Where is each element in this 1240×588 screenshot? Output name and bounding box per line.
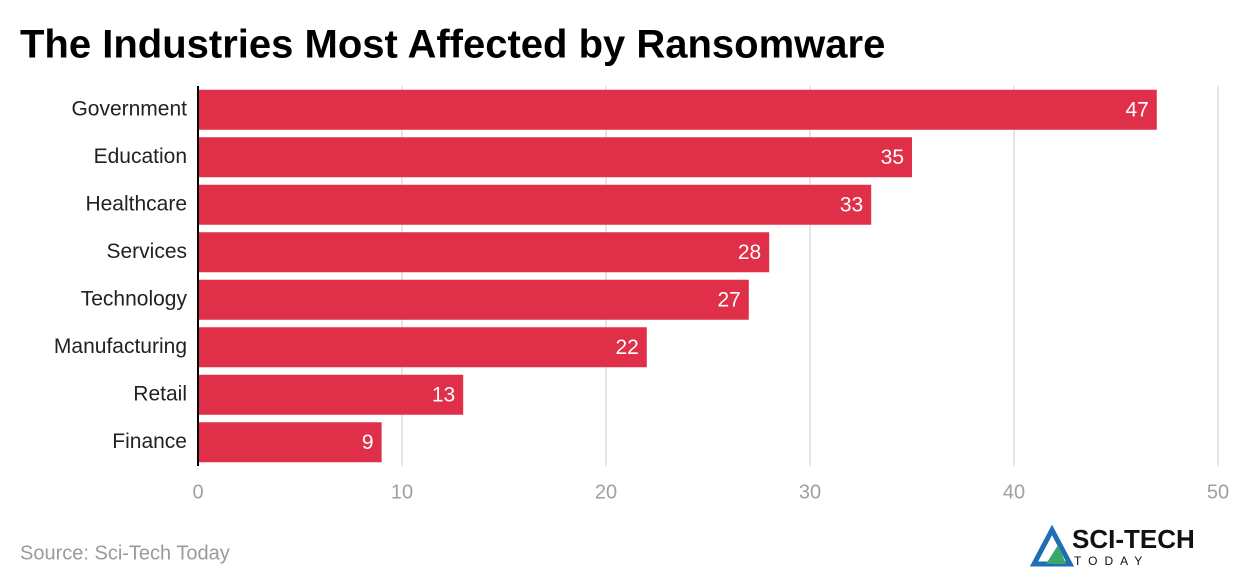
value-label: 27 — [717, 288, 740, 311]
source: Source: Sci-Tech Today — [20, 542, 230, 564]
x-tick-label: 20 — [595, 481, 617, 503]
bar — [198, 374, 464, 415]
y-tick-label: Technology — [81, 287, 188, 310]
bar — [198, 89, 1157, 130]
logo-text: SCI-TECH — [1072, 524, 1195, 554]
logo: SCI-TECH TODAY — [1029, 524, 1195, 568]
y-tick-label: Education — [94, 145, 187, 168]
value-label: 47 — [1125, 98, 1148, 121]
bar — [198, 279, 749, 320]
value-label: 13 — [432, 383, 455, 406]
bar — [198, 327, 647, 368]
y-tick-label: Finance — [112, 430, 187, 453]
value-label: 28 — [738, 241, 761, 264]
y-tick-label: Retail — [133, 382, 187, 405]
logo-subtext: TODAY — [1074, 554, 1149, 568]
bar — [198, 232, 770, 273]
chart-title: The Industries Most Affected by Ransomwa… — [20, 23, 885, 67]
y-tick-label: Healthcare — [85, 192, 187, 215]
x-tick-label: 10 — [391, 481, 413, 503]
value-label: 33 — [840, 193, 863, 216]
value-label: 9 — [362, 431, 374, 454]
bar — [198, 422, 382, 463]
bar — [198, 137, 912, 178]
value-label: 35 — [881, 146, 904, 169]
x-tick-label: 30 — [799, 481, 821, 503]
y-tick-label: Government — [71, 97, 187, 120]
x-tick-label: 50 — [1207, 481, 1229, 503]
y-tick-label: Services — [106, 240, 187, 263]
bar — [198, 184, 872, 225]
value-label: 22 — [615, 336, 638, 359]
x-tick-label: 0 — [192, 481, 203, 503]
x-tick-label: 40 — [1003, 481, 1025, 503]
y-tick-label: Manufacturing — [54, 335, 187, 358]
logo-icon — [1046, 545, 1066, 564]
